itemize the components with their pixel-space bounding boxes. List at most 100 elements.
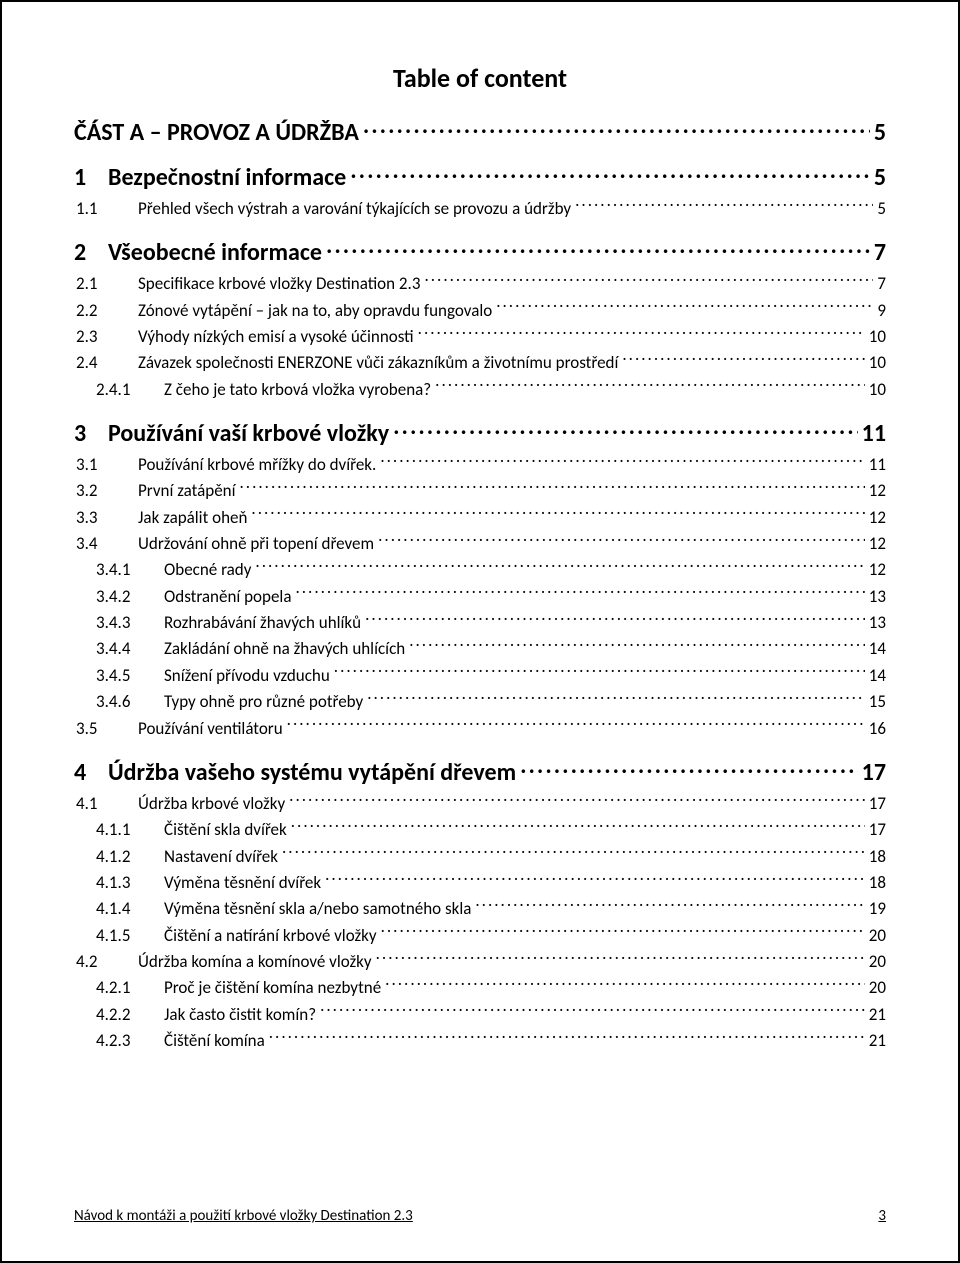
footer-doc-title: Návod k montáži a použití krbové vložky … [74,1207,413,1225]
toc-entry-page: 20 [865,975,886,1001]
toc-entry-text: Údržba krbové vložky [138,791,289,817]
toc-leader-dots [325,871,865,888]
toc-entry: 2.3Výhody nízkých emisí a vysoké účinnos… [74,324,886,350]
toc-entry-number: 2 [74,238,108,267]
toc-entry-text: Závazek společnosti ENERZONE vůči zákazn… [138,350,622,376]
toc-entry-text: Jak zapálit oheň [138,505,251,531]
toc-entry-text: Přehled všech výstrah a varování týkajíc… [138,196,575,222]
toc-entry-number: 4.1.3 [96,870,164,896]
toc-entry-page: 17 [865,791,886,817]
toc-leader-dots [240,479,865,496]
toc-entry-page: 10 [865,377,886,403]
toc-entry: 4.1.3Výměna těsnění dvířek18 [74,870,886,896]
toc-entry-text: Používání ventilátoru [138,716,287,742]
toc-entry-page: 12 [865,478,886,504]
toc-entry: 3.3Jak zapálit oheň12 [74,505,886,531]
toc-entry: 4Údržba vašeho systému vytápění dřevem 17 [74,756,886,787]
toc-entry-number: 3.4.1 [96,557,164,583]
toc-leader-dots [496,299,873,316]
toc-entry-number: 4.2 [76,949,138,975]
toc-entry-page: 16 [865,716,886,742]
toc-leader-dots [291,818,865,835]
toc-leader-dots [251,506,864,523]
toc-entry-text: Specifikace krbové vložky Destination 2.… [138,271,424,297]
toc-leader-dots [380,453,864,470]
toc-entry: 3.4.3Rozhrabávání žhavých uhlíků13 [74,610,886,636]
toc-entry: 3.4.4Zakládání ohně na žhavých uhlících1… [74,636,886,662]
toc-entry-text: ČÁST A – PROVOZ A ÚDRŽBA [74,118,363,147]
toc-entry-page: 14 [865,663,886,689]
toc-entry-text: Zakládání ohně na žhavých uhlících [164,636,409,662]
toc-entry: 4.2.1Proč je čištění komína nezbytné20 [74,975,886,1001]
toc-entry-page: 21 [865,1002,886,1028]
toc-leader-dots [376,950,865,967]
toc-entry-page: 10 [865,324,886,350]
toc-leader-dots [320,1003,865,1020]
toc-entry-text: Čištění komína [164,1028,269,1054]
toc-entry-page: 12 [865,557,886,583]
toc-entry-text: Odstranění popela [164,584,295,610]
toc-entry: 2.2Zónové vytápění – jak na to, aby opra… [74,298,886,324]
toc-entry-number: 2.4 [76,350,138,376]
toc-leader-dots [575,197,873,214]
toc-entry-number: 4 [74,758,108,787]
toc-entry-text: Zónové vytápění – jak na to, aby opravdu… [138,298,496,324]
toc-entry-number: 3.4.5 [96,663,164,689]
toc-entry: 4.1.1Čištění skla dvířek 17 [74,817,886,843]
toc-entry-number: 3.3 [76,505,138,531]
toc-entry-number: 4.1.1 [96,817,164,843]
toc-entry-text: Výhody nízkých emisí a vysoké účinnosti [138,324,418,350]
toc-entry-page: 5 [873,196,886,222]
toc-leader-dots [255,558,864,575]
toc-leader-dots [622,351,864,368]
toc-entry-page: 9 [873,298,886,324]
toc-leader-dots [363,116,870,140]
toc-leader-dots [520,756,858,780]
toc-entry-text: Čištění skla dvířek [164,817,291,843]
footer-page-number: 3 [878,1207,886,1225]
toc-entry-number: 1.1 [76,196,138,222]
toc-entry-page: 11 [858,419,886,448]
toc-entry-text: První zatápění [138,478,240,504]
toc-entry-page: 20 [865,923,886,949]
toc-container: ČÁST A – PROVOZ A ÚDRŽBA51Bezpečnostní i… [74,116,886,1054]
toc-leader-dots [350,161,870,185]
toc-entry-text: Údržba komína a komínové vložky [138,949,376,975]
toc-entry: 1Bezpečnostní informace5 [74,161,886,192]
toc-entry-number: 3 [74,419,108,448]
toc-entry: 3Používání vaší krbové vložky 11 [74,417,886,448]
toc-entry-text: Jak často čistit komín? [164,1002,320,1028]
toc-entry-page: 17 [858,758,886,787]
toc-entry: 4.1Údržba krbové vložky17 [74,791,886,817]
toc-entry: ČÁST A – PROVOZ A ÚDRŽBA5 [74,116,886,147]
toc-entry-number: 4.1.5 [96,923,164,949]
toc-entry: 3.4Udržování ohně při topení dřevem12 [74,531,886,557]
toc-entry-page: 17 [865,817,886,843]
toc-entry-page: 12 [865,531,886,557]
toc-entry-page: 20 [865,949,886,975]
toc-entry-number: 3.4.2 [96,584,164,610]
toc-entry: 3.2První zatápění12 [74,478,886,504]
toc-leader-dots [393,417,858,441]
toc-entry: 4.1.2Nastavení dvířek18 [74,844,886,870]
toc-entry: 3.4.2Odstranění popela13 [74,584,886,610]
toc-entry-page: 14 [865,636,886,662]
toc-leader-dots [418,325,865,342]
toc-entry-number: 4.2.2 [96,1002,164,1028]
toc-entry-text: Proč je čištění komína nezbytné [164,975,385,1001]
toc-entry-number: 3.5 [76,716,138,742]
toc-entry-text: Používání vaší krbové vložky [108,419,393,448]
toc-entry-number: 2.4.1 [96,377,164,403]
toc-entry-text: Nastavení dvířek [164,844,282,870]
toc-entry-number: 2.1 [76,271,138,297]
toc-entry-text: Čištění a natírání krbové vložky [164,923,381,949]
toc-entry: 3.4.5Snížení přívodu vzduchu14 [74,663,886,689]
toc-title: Table of content [74,62,886,94]
toc-leader-dots [385,976,865,993]
toc-entry-page: 18 [865,844,886,870]
toc-entry-number: 1 [74,163,108,192]
toc-leader-dots [326,236,870,260]
toc-entry-number: 3.4 [76,531,138,557]
toc-entry: 2.1Specifikace krbové vložky Destination… [74,271,886,297]
toc-entry-text: Údržba vašeho systému vytápění dřevem [108,758,520,787]
